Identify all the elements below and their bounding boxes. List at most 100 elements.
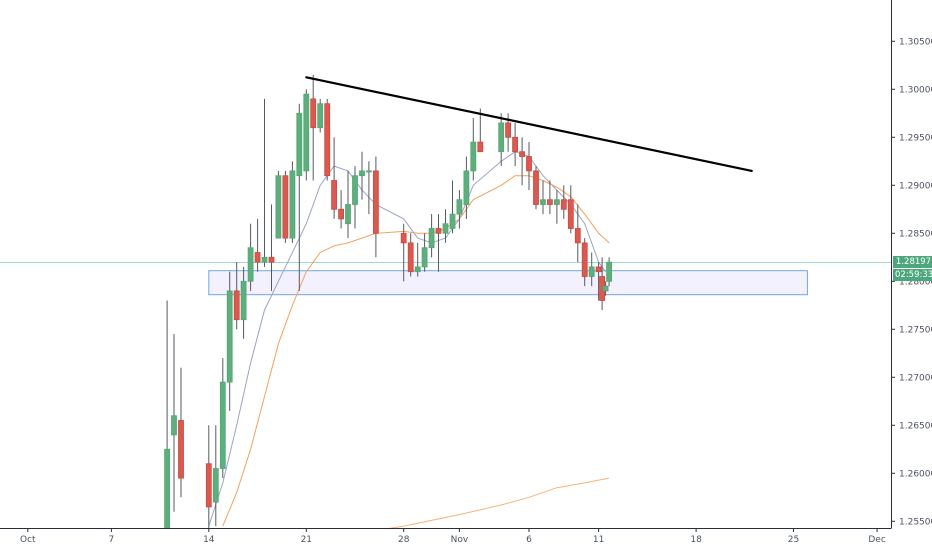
candle: [365, 161, 372, 215]
candle: [171, 334, 177, 512]
candle: [226, 271, 233, 411]
price-tick-label: 1.28500: [899, 230, 932, 240]
candle: [289, 161, 296, 243]
candle: [407, 233, 414, 277]
candle: [310, 74, 317, 181]
candle: [254, 218, 261, 272]
price-tick-label: 1.29500: [899, 134, 932, 144]
moving-averages: [208, 151, 610, 528]
candle-body-down: [254, 252, 261, 263]
time-tick-label: Dec: [868, 535, 885, 545]
candle-body-down: [547, 199, 553, 205]
price-tick-label: 1.26000: [899, 470, 932, 480]
candle: [435, 214, 442, 272]
candle: [331, 137, 338, 219]
candle-body-up: [442, 223, 449, 234]
time-tick-label: 7: [109, 535, 115, 545]
candle-body-down: [324, 103, 331, 177]
candle: [164, 300, 171, 528]
support-zone[interactable]: [208, 270, 808, 296]
candle: [463, 156, 470, 219]
price-axis[interactable]: 1.30500 1.30000 1.29500 1.29000 1.28500 1.280…: [891, 38, 932, 528]
candle-body-up: [275, 175, 282, 239]
price-tick-label: 1.25500: [899, 518, 932, 528]
candle-body-up: [247, 247, 254, 282]
candle: [526, 142, 532, 191]
candle-body-down: [372, 170, 379, 234]
candle: [533, 166, 539, 210]
candle-body-up: [414, 266, 421, 273]
price-tick-label: 1.30000: [899, 86, 932, 96]
candle: [477, 108, 484, 153]
candle-body-up: [289, 170, 296, 239]
candle: [275, 170, 282, 239]
candle-body-down: [574, 228, 581, 244]
candle-body-up: [303, 93, 310, 172]
candle: [352, 166, 358, 229]
candle-body-down: [567, 199, 574, 229]
last-price-badge: 1.28197: [893, 256, 932, 269]
candle-body-up: [606, 261, 612, 282]
candle-body-up: [296, 112, 303, 177]
candle: [588, 252, 595, 287]
candle: [282, 170, 289, 243]
candle-body-down: [400, 232, 407, 244]
candle-body-up: [470, 141, 477, 172]
candle-body-down: [560, 199, 567, 210]
candle: [268, 204, 275, 291]
time-axis[interactable]: Oct 7 14 21 28 Nov 6 11 18 25 Dec: [20, 528, 886, 545]
candle: [456, 190, 463, 229]
candle-body-up: [226, 290, 233, 383]
candle: [606, 257, 612, 287]
candle-body-down: [526, 156, 532, 172]
candle-body-down: [331, 180, 338, 210]
price-tick-label: 1.26500: [899, 422, 932, 432]
price-tick-label: 1.27500: [899, 326, 932, 336]
candle-body-up: [602, 285, 609, 292]
candle: [317, 98, 324, 133]
candle-body-down: [310, 98, 317, 129]
candle: [414, 242, 421, 277]
candle: [449, 180, 456, 234]
price-tick-label: 1.29000: [899, 182, 932, 192]
candle-body-up: [588, 266, 595, 277]
price-tick-label: 1.28000: [899, 278, 932, 288]
candle-body-up: [164, 448, 171, 528]
bar-countdown-badge: 02:59:33: [893, 269, 932, 282]
candle: [498, 113, 505, 167]
time-tick-label: 25: [788, 535, 799, 545]
candle-body-up: [428, 228, 435, 249]
candle-body-down: [581, 242, 588, 277]
candle: [595, 262, 602, 301]
candle-body-up: [554, 199, 560, 205]
candle-body-up: [352, 175, 358, 205]
candle-body-up: [359, 170, 365, 177]
price-tick-label: 1.27000: [899, 374, 932, 384]
candle-body-down: [233, 290, 240, 321]
candle-body-down: [205, 463, 212, 508]
candle: [547, 180, 553, 215]
trendline[interactable]: [305, 76, 753, 172]
candle-body-up: [345, 204, 351, 225]
time-tick-label: 21: [301, 535, 312, 545]
candle: [247, 223, 254, 291]
candle-body-up: [317, 103, 324, 129]
candle: [442, 209, 449, 243]
moving-average-slow: [222, 175, 610, 527]
candle-body-down: [338, 208, 345, 220]
candle-body-up: [463, 170, 470, 205]
candle: [296, 103, 303, 291]
candle-body-up: [171, 415, 177, 436]
candle: [372, 156, 379, 258]
candle-body-down: [282, 175, 289, 239]
moving-average-long: [388, 477, 610, 528]
support-zone-rect[interactable]: [208, 270, 808, 296]
candle: [574, 204, 581, 263]
candle: [345, 170, 351, 239]
candle-body-down: [407, 242, 414, 273]
time-tick-label: 11: [593, 535, 604, 545]
time-tick-label: Nov: [451, 535, 469, 545]
trendline-group[interactable]: [305, 76, 753, 172]
